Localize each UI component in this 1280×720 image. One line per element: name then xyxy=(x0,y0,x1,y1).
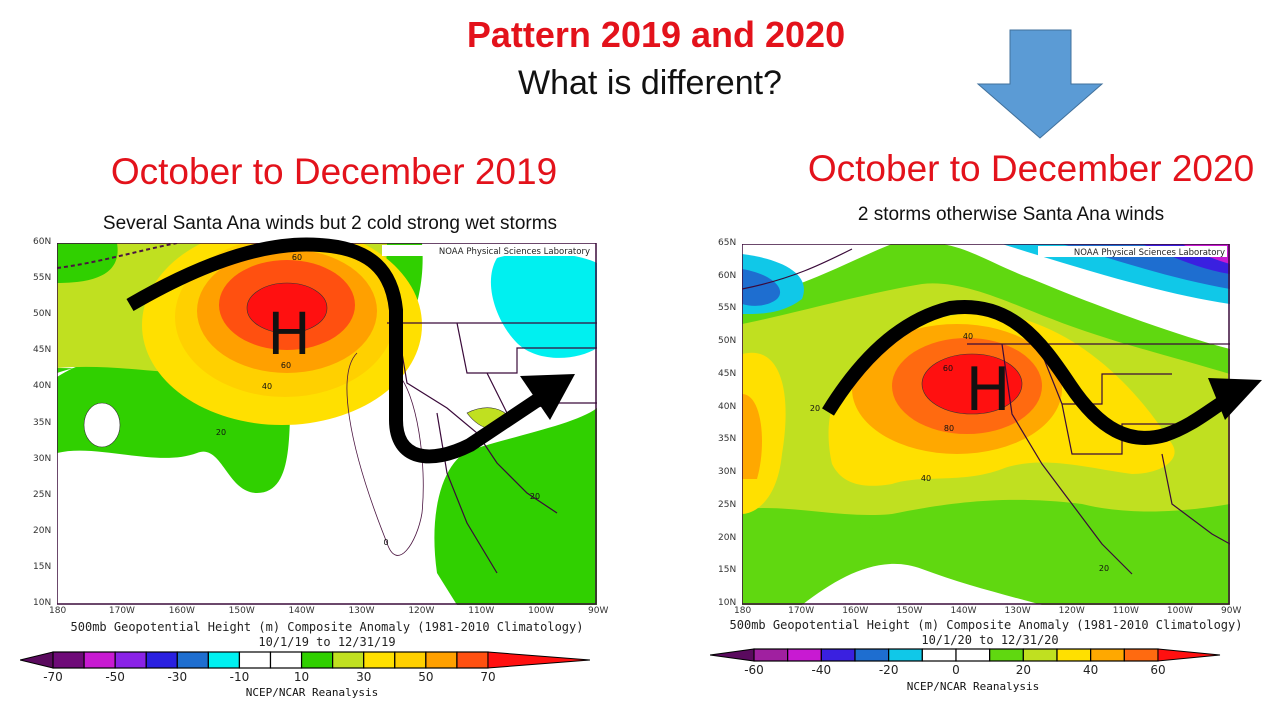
lon-tick: 140W xyxy=(950,606,977,616)
contour-label: 40 xyxy=(963,332,973,341)
lat-tick: 15N xyxy=(718,565,737,576)
lat-tick: 40N xyxy=(718,401,737,412)
lon-tick: 160W xyxy=(842,606,869,616)
contour-label: 0 xyxy=(383,538,388,547)
lat-tick: 10N xyxy=(718,598,737,608)
source-label-2019: NCEP/NCAR Reanalysis xyxy=(245,686,379,699)
lat-tick: 40N xyxy=(33,381,52,392)
lon-tick: 180 xyxy=(49,606,67,616)
lon-tick: 130W xyxy=(1004,606,1031,616)
lon-tick: 180 xyxy=(734,606,752,616)
period-title-2019: October to December 2019 xyxy=(110,151,558,192)
date-range-2020: 10/1/20 to 12/31/20 xyxy=(921,633,1059,647)
lon-tick: 170W xyxy=(788,606,815,616)
lon-tick: 110W xyxy=(1112,606,1139,616)
lat-tick: 65N xyxy=(718,238,737,248)
lon-tick: 150W xyxy=(896,606,923,616)
lon-tick: 90W xyxy=(1221,606,1242,616)
colorbar-label: -10 xyxy=(229,670,250,684)
contour-label: 20 xyxy=(216,428,226,437)
lat-tick: 25N xyxy=(33,489,52,500)
contour-label: 40 xyxy=(921,474,931,483)
contour-label: 20 xyxy=(1099,564,1109,573)
lat-tick: 35N xyxy=(33,417,52,428)
map-description-2020: 2 storms otherwise Santa Ana winds xyxy=(857,204,1165,225)
colorbar-label: 0 xyxy=(952,663,960,677)
colorbar-label: -60 xyxy=(744,663,764,677)
colorbar-label: -40 xyxy=(811,663,832,677)
lon-tick: 120W xyxy=(408,606,435,616)
credit-label: NOAA Physical Sciences Laboratory xyxy=(439,247,590,257)
colorbar-label: 30 xyxy=(356,670,372,684)
colorbar-2019 xyxy=(20,651,590,669)
high-pressure-label-2019: H xyxy=(267,300,311,368)
lat-tick: 30N xyxy=(33,453,52,464)
map-description-2019: Several Santa Ana winds but 2 cold stron… xyxy=(102,213,558,234)
source-label-2020: NCEP/NCAR Reanalysis xyxy=(906,680,1040,693)
contour-label: 60 xyxy=(281,361,291,370)
lat-tick: 45N xyxy=(718,368,737,379)
arrowhead-icon xyxy=(1208,378,1262,420)
colorbar-end-high xyxy=(487,651,590,669)
arrowhead-icon xyxy=(520,374,575,420)
colorbar-label: 10 xyxy=(293,670,310,684)
map-caption-2019: 500mb Geopotential Height (m) Composite … xyxy=(70,620,584,634)
high-pressure-label-2020: H xyxy=(965,355,1010,425)
lon-tick: 160W xyxy=(168,606,195,616)
colorbar-end-high xyxy=(1157,648,1221,662)
contour-label: 20 xyxy=(530,492,540,501)
lon-tick: 130W xyxy=(348,606,375,616)
lat-tick: 50N xyxy=(33,309,52,320)
colorbar-label: 40 xyxy=(1083,663,1099,677)
lat-tick: 55N xyxy=(33,273,52,284)
lat-tick: 30N xyxy=(718,467,737,478)
jet-stream-arrow-2019 xyxy=(126,237,549,464)
colorbar-label: 60 xyxy=(1150,663,1166,677)
lat-tick: 25N xyxy=(718,499,737,510)
lon-tick: 100W xyxy=(1166,606,1193,616)
colorbar-label: 20 xyxy=(1015,663,1031,677)
jet-stream-arrow-2020 xyxy=(822,299,1239,445)
colorbar-2020 xyxy=(710,648,1221,662)
lat-tick: 20N xyxy=(33,525,52,536)
lon-tick: 110W xyxy=(468,606,495,616)
colorbar-label: -50 xyxy=(105,670,125,684)
lat-tick: 20N xyxy=(718,532,737,543)
colorbar-label: -20 xyxy=(878,663,899,677)
slide-subtitle: What is different? xyxy=(518,64,782,102)
colorbar-label: 70 xyxy=(480,670,496,684)
contour-label: 80 xyxy=(944,424,954,433)
period-title-2020: October to December 2020 xyxy=(807,148,1255,189)
contour-label: 60 xyxy=(292,253,302,262)
credit-label: NOAA Physical Sciences Laboratory xyxy=(1074,248,1225,258)
lat-tick: 35N xyxy=(718,434,737,445)
anomaly-map-2020: NOAA Physical Sciences Laboratory 20 40 … xyxy=(742,244,1230,605)
lon-tick: 120W xyxy=(1058,606,1085,616)
down-arrow-icon xyxy=(976,29,1104,139)
lat-tick: 15N xyxy=(33,561,52,572)
colorbar-label: -30 xyxy=(167,670,188,684)
slide-title: Pattern 2019 and 2020 xyxy=(466,14,846,55)
date-range-2019: 10/1/19 to 12/31/19 xyxy=(258,635,396,649)
lat-tick: 45N xyxy=(33,345,52,356)
lon-tick: 140W xyxy=(288,606,315,616)
contour-label: 20 xyxy=(810,404,820,413)
lat-tick: 50N xyxy=(718,336,737,347)
colorbar-label: -70 xyxy=(43,670,63,684)
lat-tick: 55N xyxy=(718,303,737,314)
contour-label: 60 xyxy=(943,364,953,373)
lat-tick: 60N xyxy=(33,237,52,247)
lon-tick: 90W xyxy=(588,606,609,616)
contour-label: 40 xyxy=(262,382,272,391)
lon-tick: 100W xyxy=(528,606,555,616)
lat-tick: 60N xyxy=(718,270,737,281)
lon-tick: 170W xyxy=(108,606,135,616)
colorbar-label: 50 xyxy=(418,670,434,684)
lat-tick: 10N xyxy=(33,598,52,608)
lon-tick: 150W xyxy=(228,606,255,616)
map-caption-2020: 500mb Geopotential Height (m) Composite … xyxy=(729,618,1243,632)
